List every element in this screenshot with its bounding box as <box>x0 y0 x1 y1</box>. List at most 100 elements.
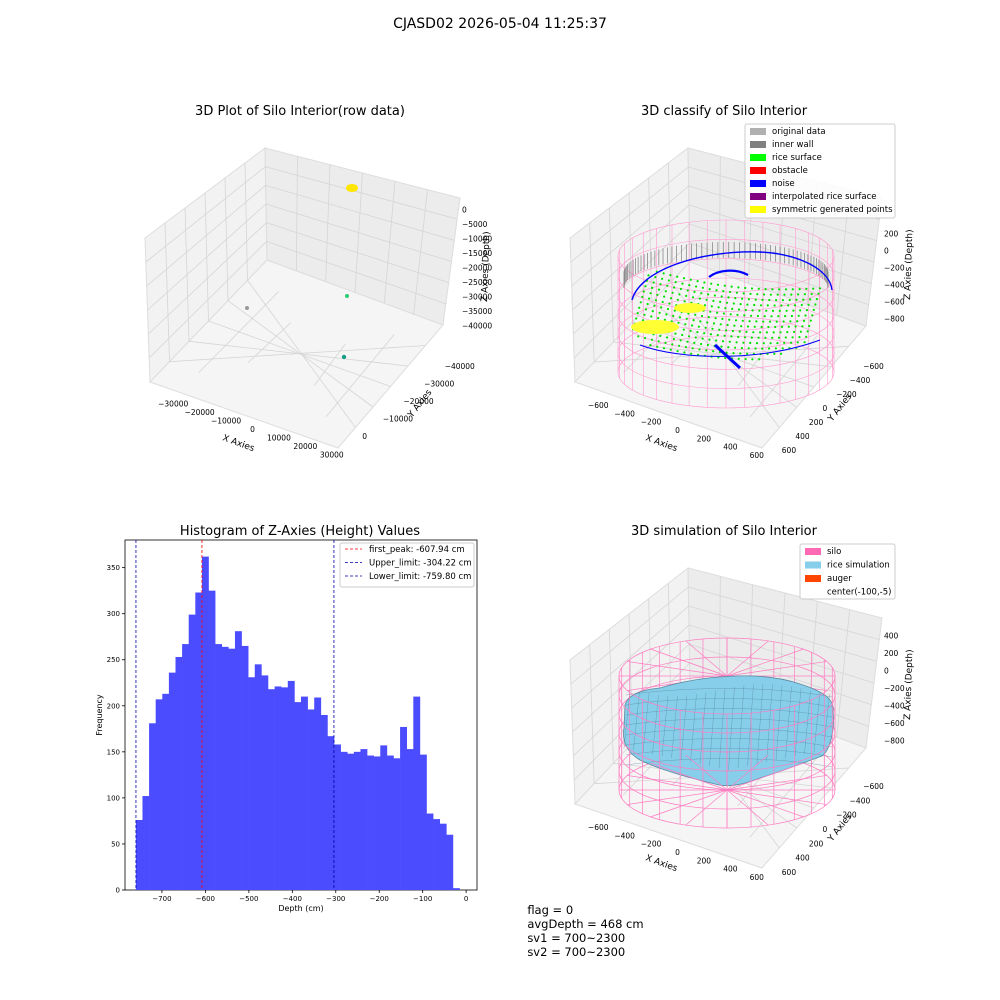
simulation-y-ticks: 600 400 200 0 −200 −400 −600 <box>782 782 884 877</box>
raw-z-ticks: 0 −5000 −10000 −15000 −20000 −25000 −30000 −350… <box>462 205 492 330</box>
histogram-bar <box>188 614 196 890</box>
raw-points <box>245 184 358 360</box>
histogram-bar <box>234 631 242 890</box>
z-tick-label: −35000 <box>462 307 492 316</box>
y-tick-label: −20000 <box>404 397 434 406</box>
y-tick-label: −200 <box>836 390 857 399</box>
legend-label: Lower_limit: -759.80 cm <box>369 572 471 582</box>
legend-label: rice simulation <box>827 561 890 571</box>
histogram-bar <box>446 834 454 890</box>
y-tick-label: 100 <box>107 794 120 802</box>
y-tick-label: 200 <box>107 702 120 710</box>
histogram-bar <box>261 675 269 890</box>
classify-plot-title: 3D classify of Silo Interior <box>640 104 808 119</box>
histogram-bar <box>168 672 176 890</box>
x-tick-label: −500 <box>239 895 258 903</box>
histogram-bar <box>215 644 223 890</box>
histogram-bar <box>353 751 361 890</box>
x-tick-label: 600 <box>750 873 765 882</box>
z-tick-label: 200 <box>884 230 899 239</box>
legend-label: obstacle <box>772 166 808 176</box>
y-tick-label: 0 <box>823 404 828 413</box>
x-tick-label: −30000 <box>158 399 188 408</box>
histogram-x-ticks: −700 −600 −500 −400 −300 −200 −100 0 <box>152 890 468 903</box>
y-tick-label: 600 <box>782 868 797 877</box>
histogram-bar <box>248 677 256 890</box>
x-tick-label: −200 <box>641 418 662 427</box>
x-tick-label: −300 <box>326 895 345 903</box>
histogram-bar <box>347 753 355 890</box>
histogram-bar <box>393 758 401 890</box>
histogram-bar <box>281 687 289 890</box>
x-tick-label: 0 <box>675 848 680 857</box>
raw-point-gray <box>245 306 249 310</box>
x-tick-label: 600 <box>750 451 765 460</box>
legend-swatch <box>750 167 766 174</box>
raw-3d-grid <box>145 156 458 428</box>
histogram-legend: first_peak: -607.94 cm Upper_limit: -304.… <box>339 542 475 588</box>
histogram-bar <box>334 744 341 890</box>
x-tick-label: 20000 <box>293 442 317 451</box>
classify-legend: original data inner wall rice surface obsta… <box>744 123 896 219</box>
histogram-bar <box>182 644 190 890</box>
legend-label: inner wall <box>772 140 813 150</box>
histogram-y-label: Frequency <box>95 694 104 736</box>
x-tick-label: 0 <box>675 426 680 435</box>
legend-label: Upper_limit: -304.22 cm <box>369 559 472 569</box>
x-tick-label: 400 <box>723 443 738 452</box>
histogram-bar <box>380 745 388 890</box>
y-tick-label: 200 <box>809 418 824 427</box>
x-tick-label: −100 <box>413 895 432 903</box>
legend-swatch <box>750 141 766 148</box>
raw-z-label: Z Axies (Depth) <box>480 231 492 302</box>
y-tick-label: 0 <box>116 887 120 895</box>
legend-swatch <box>805 575 821 582</box>
histogram-bar <box>254 664 262 890</box>
histogram-bar <box>228 648 236 890</box>
y-tick-label: −10000 <box>383 415 413 424</box>
histogram-vlines <box>135 540 335 890</box>
histogram-y-ticks: 0 50 100 150 200 250 300 350 <box>107 564 125 895</box>
histogram-bar <box>301 696 308 890</box>
y-tick-label: −400 <box>850 376 871 385</box>
histogram-bar <box>413 696 421 890</box>
z-tick-label: −30000 <box>462 293 492 302</box>
histogram-bar <box>419 754 427 890</box>
x-tick-label: −20000 <box>185 408 215 417</box>
z-tick-label: −200 <box>884 684 905 693</box>
simulation-z-label: Z Axies (Depth) <box>903 649 915 720</box>
y-tick-label: 400 <box>795 854 810 863</box>
histogram-bar <box>135 820 143 890</box>
y-tick-label: −30000 <box>424 379 454 388</box>
legend-swatch <box>750 180 766 187</box>
legend-label: center(-100,-5) <box>827 588 891 598</box>
raw-point-teal <box>341 354 347 360</box>
y-tick-label: −200 <box>836 811 857 820</box>
y-tick-label: 250 <box>107 656 120 664</box>
x-tick-label: −600 <box>588 401 609 410</box>
legend-swatch <box>750 128 766 135</box>
status-avg-depth: avgDepth = 468 cm <box>527 917 644 931</box>
x-tick-label: −400 <box>614 409 635 418</box>
y-tick-label: 200 <box>809 839 824 848</box>
histogram-bar <box>320 715 328 890</box>
status-sv2: sv2 = 700~2300 <box>527 945 626 959</box>
figure-title: CJASD02 2026-05-04 11:25:37 <box>393 16 607 32</box>
legend-swatch <box>750 154 766 161</box>
z-tick-label: −40000 <box>462 322 492 331</box>
histogram-bar <box>195 592 203 890</box>
histogram-bar <box>400 726 407 890</box>
y-tick-label: −40000 <box>445 362 475 371</box>
histogram-bar <box>267 689 275 890</box>
histogram-bar <box>452 888 460 890</box>
x-tick-label: −400 <box>614 831 635 840</box>
histogram-bar <box>294 702 302 890</box>
histogram-bar <box>307 709 315 890</box>
histogram-bar <box>433 819 441 890</box>
y-tick-label: 0 <box>823 825 828 834</box>
histogram-bar <box>439 823 447 890</box>
legend-label: rice surface <box>772 153 822 163</box>
